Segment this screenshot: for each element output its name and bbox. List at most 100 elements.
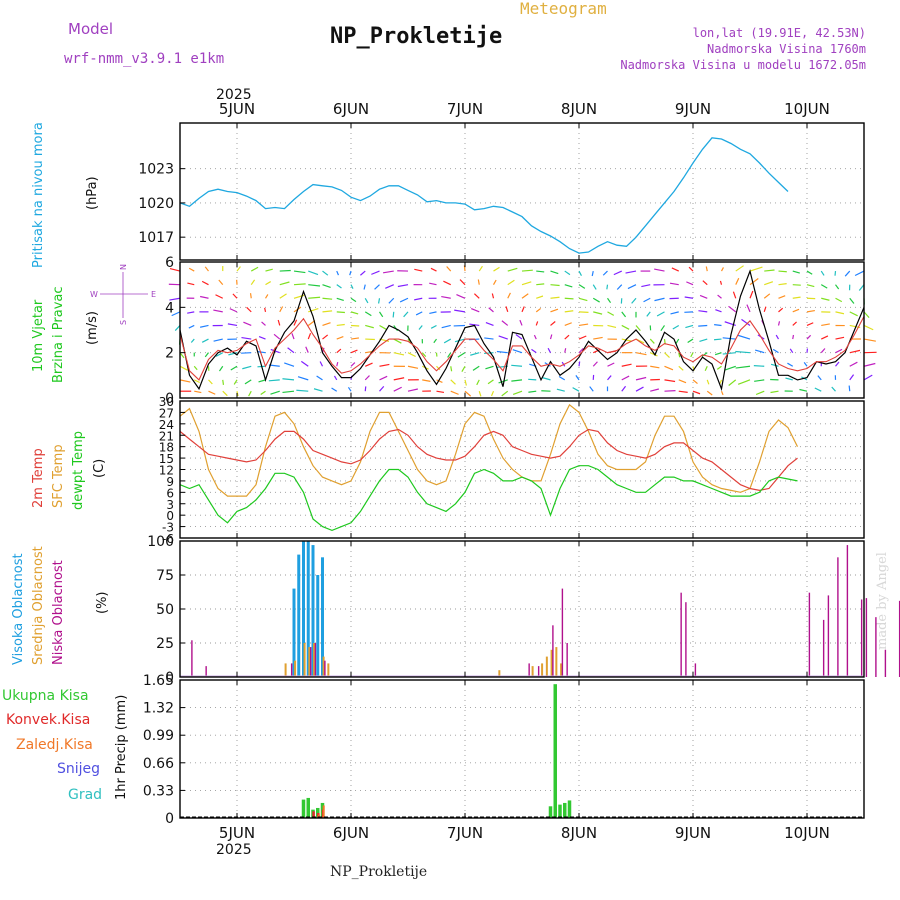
wind-arrow — [858, 284, 865, 291]
wind-arrow — [564, 322, 572, 327]
wind-arrow — [174, 325, 181, 331]
wind-arrow — [515, 334, 523, 340]
cloud-bar — [302, 541, 305, 677]
wind-arrow — [258, 379, 266, 383]
wind-arrow — [430, 267, 437, 272]
wind-arrow — [519, 319, 523, 326]
wind-arrow — [724, 365, 736, 371]
wind-arrow — [669, 282, 679, 286]
wind-arrow — [593, 348, 601, 354]
y-tick-label: 24 — [159, 418, 174, 432]
wind-arrow — [407, 365, 419, 369]
wind-arrow — [753, 365, 765, 367]
wind-arrow — [336, 284, 342, 289]
wind-arrow — [218, 365, 224, 372]
wind-arrow — [456, 293, 466, 299]
wind-arrow — [470, 352, 480, 356]
wind-arrow — [241, 336, 252, 340]
y-tick-label: 4 — [165, 300, 174, 316]
wind-arrow — [550, 270, 559, 275]
wind-arrow — [379, 386, 385, 392]
y-tick-label: 6 — [166, 486, 174, 500]
precip-bar — [322, 805, 325, 818]
y-tick-label: 75 — [156, 568, 174, 584]
wind-arrow — [803, 362, 808, 367]
wind-arrow — [477, 279, 480, 285]
wind-arrow — [454, 338, 466, 343]
page-title: NP_Prokletije — [330, 24, 502, 49]
wind-arrow — [215, 294, 224, 299]
wind-arrow — [607, 297, 612, 304]
cloud-bar — [561, 588, 564, 677]
y-tick-label: 15 — [159, 452, 174, 466]
model-elevation: Nadmorska Visina u modelu 1672.05m — [620, 58, 866, 72]
wind-arrow — [678, 365, 684, 371]
wind-arrow — [706, 390, 713, 396]
wind-arrow — [222, 379, 225, 385]
wind-arrow — [193, 365, 198, 371]
wind-arrow — [531, 348, 537, 354]
wind-arrow — [383, 270, 394, 274]
x-tick-label-top: 5JUN — [219, 100, 255, 118]
wind-arrow — [331, 387, 338, 392]
precip-bar — [553, 684, 557, 818]
wind-arrow — [511, 364, 523, 367]
wind-arrow — [485, 365, 494, 370]
wind-arrow — [621, 385, 627, 392]
wind-arrow — [336, 336, 344, 340]
wind-arrow — [441, 324, 451, 329]
wind-arrow — [699, 294, 708, 299]
y-tick-label: 9 — [166, 475, 174, 489]
compass-icon: N W E S — [90, 264, 156, 325]
wind-arrow — [536, 283, 545, 286]
cloud-bar — [865, 598, 868, 677]
y-tick-label: 0.66 — [143, 756, 174, 772]
y-tick-label: 0.99 — [143, 728, 174, 744]
wind-arrow — [607, 324, 617, 329]
wind-arrow — [241, 352, 252, 354]
cloud-bar — [837, 557, 839, 677]
wind-arrow — [678, 379, 687, 384]
wind-arrow — [498, 335, 508, 340]
wind-arrow — [264, 307, 267, 312]
wind-arrow — [249, 293, 252, 299]
wind-arrow — [322, 297, 333, 300]
cloud-bar — [552, 625, 554, 677]
wind-arrow — [770, 390, 779, 394]
wind-arrow — [461, 365, 466, 373]
wind-arrow — [222, 390, 228, 397]
cloud-bar — [555, 647, 558, 677]
wind-arrow — [650, 365, 660, 369]
wind-arrow — [592, 297, 600, 303]
wind-arrow — [193, 379, 200, 384]
wind-arrow — [273, 333, 281, 340]
wind-arrow — [849, 349, 861, 354]
wind-arrow — [378, 311, 384, 318]
wind-arrow — [403, 311, 409, 318]
wind-arrow — [616, 284, 623, 290]
x-tick-label-top: 6JUN — [333, 100, 369, 118]
wind-arrow — [621, 375, 630, 381]
wind-arrow — [282, 378, 295, 381]
wind-arrow — [754, 379, 765, 382]
wind-arrow — [507, 279, 515, 286]
cloud-bar — [308, 647, 311, 677]
wind-arrow — [635, 325, 641, 332]
cloud-bar — [685, 602, 687, 677]
wind-arrow — [187, 311, 195, 314]
wind-arrow — [547, 347, 552, 353]
wind-arrow — [664, 365, 674, 371]
wind-arrow — [374, 284, 380, 290]
x-tick-label-bottom: 9JUN — [675, 824, 711, 842]
x-tick-label-bottom: 10JUN — [784, 824, 830, 842]
y-tick-label: 1023 — [138, 162, 174, 178]
wind-arrow — [208, 390, 216, 395]
wind-arrow — [169, 297, 181, 301]
wind-arrow — [478, 265, 483, 272]
wind-arrow — [260, 390, 266, 395]
y-tick-label: 2 — [165, 346, 174, 362]
wind-arrow — [336, 311, 345, 314]
wind-arrow — [719, 280, 723, 285]
